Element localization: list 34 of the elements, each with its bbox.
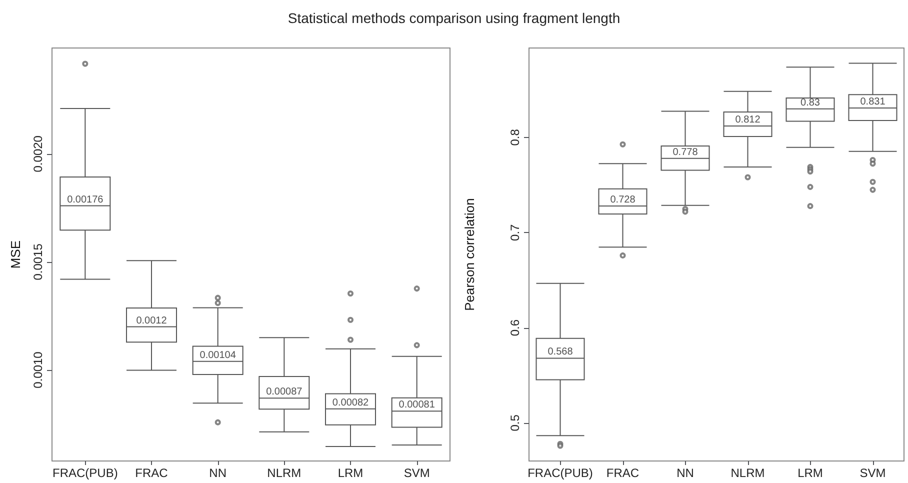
y-tick-label: 0.0010: [31, 351, 45, 388]
x-tick-label: SVM: [860, 466, 886, 480]
x-tick-label: NLRM: [267, 466, 302, 480]
text: 0.00081: [398, 400, 435, 411]
y-axis-title: Pearson correlation: [462, 198, 477, 311]
text: 0.00082: [332, 397, 369, 408]
text: 0.0012: [136, 315, 167, 326]
y-tick-label: 0.5: [508, 414, 522, 432]
x-tick-label: NLRM: [730, 466, 765, 480]
text: 0.812: [735, 114, 760, 126]
x-tick-label: FRAC(PUB): [528, 466, 593, 480]
text: 0.83: [800, 97, 820, 108]
text: 0.00087: [266, 386, 302, 398]
chart-title: Statistical methods comparison using fragment length: [286, 9, 622, 28]
x-tick-label: FRAC: [606, 466, 640, 480]
x-tick-label: SVM: [404, 466, 430, 480]
text: 0.831: [860, 96, 886, 108]
y-tick-label: 0.0015: [31, 243, 45, 280]
x-tick-label: NN: [209, 466, 227, 480]
x-tick-label: FRAC: [135, 466, 168, 480]
x-tick-label: NN: [676, 466, 694, 480]
y-axis-title: MSE: [8, 240, 23, 269]
y-tick-label: 0.6: [508, 319, 522, 336]
text: 0.568: [548, 346, 573, 358]
x-tick-label: LRM: [338, 466, 364, 480]
y-tick-label: 0.8: [508, 128, 522, 146]
y-tick-label: 0.0020: [31, 135, 45, 172]
text: 0.00176: [67, 194, 104, 206]
text: 0.00104: [200, 350, 236, 361]
x-tick-label: FRAC(PUB): [52, 466, 118, 480]
y-tick-label: 0.7: [508, 224, 522, 241]
text: 0.778: [672, 146, 698, 158]
text: 0.728: [610, 194, 636, 206]
x-tick-label: LRM: [798, 466, 823, 480]
